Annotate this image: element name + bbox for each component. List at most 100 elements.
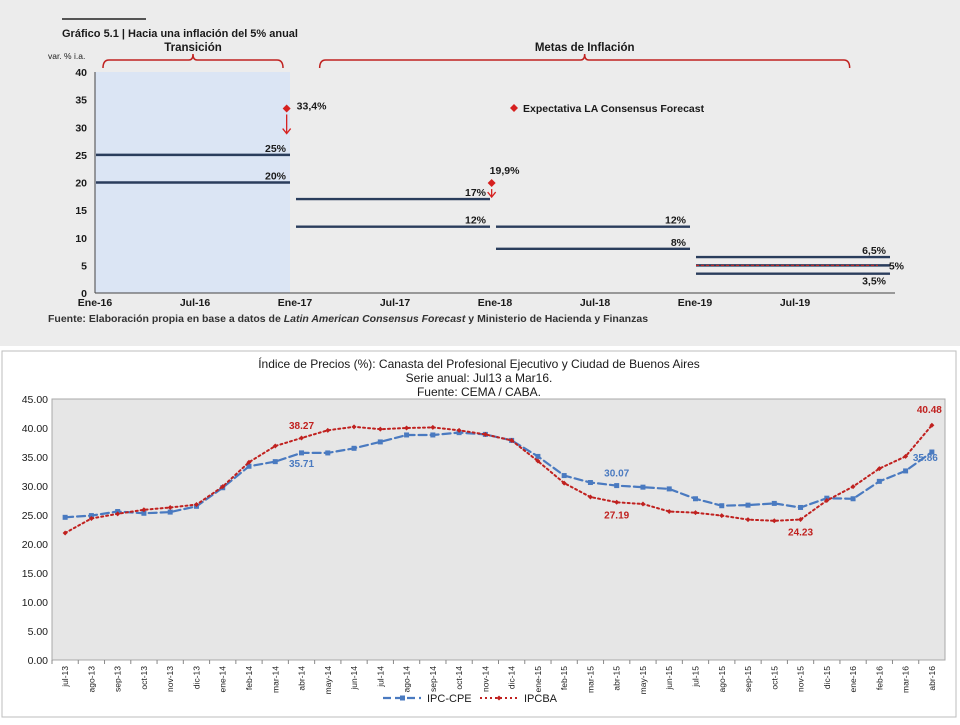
series-point-ipc-cpe	[272, 459, 278, 465]
series-point-ipcba	[325, 427, 331, 433]
series-data-label: 30.07	[604, 469, 629, 480]
period-label: Metas de Inflación	[535, 42, 635, 54]
series-point-ipcba	[351, 424, 357, 430]
series-point-ipcba	[167, 504, 173, 510]
series-point-ipc-cpe	[719, 503, 725, 509]
bottom-x-tick-label: ago-15	[717, 666, 727, 693]
inflation-targets-chart: Gráfico 5.1 | Hacia una inflación del 5%…	[48, 18, 905, 325]
bottom-x-tick-label: jul-14	[375, 666, 385, 688]
series-point-ipc-cpe	[587, 480, 593, 486]
top-y-tick-label: 35	[75, 95, 87, 107]
series-data-label: 27.19	[604, 510, 629, 521]
bottom-x-tick-label: feb-14	[244, 666, 254, 690]
bottom-x-tick-label: jul-15	[690, 666, 700, 688]
bottom-x-tick-label: dic-15	[822, 666, 832, 689]
series-point-ipcba	[482, 431, 488, 437]
series-point-ipc-cpe	[535, 453, 541, 459]
series-point-ipc-cpe	[141, 510, 147, 516]
target-line-label: 12%	[665, 215, 687, 227]
bottom-y-tick-label: 15.00	[22, 568, 48, 580]
series-point-ipcba	[903, 453, 909, 459]
series-point-ipc-cpe	[377, 439, 383, 445]
top-x-tick-label: Jul-18	[580, 297, 611, 309]
series-data-label: 24.23	[788, 527, 813, 538]
bottom-x-tick-label: oct-13	[139, 666, 149, 690]
series-point-ipcba	[193, 502, 199, 508]
bottom-x-tick-label: dic-14	[507, 666, 517, 689]
series-point-ipc-cpe	[62, 514, 68, 520]
bottom-x-tick-label: abr-15	[612, 666, 622, 691]
legend-expectation-label: Expectativa LA Consensus Forecast	[523, 103, 705, 115]
top-x-tick-label: Ene-18	[478, 297, 513, 309]
series-point-ipc-cpe	[404, 432, 410, 438]
series-point-ipc-cpe	[561, 473, 567, 479]
bottom-y-tick-label: 20.00	[22, 539, 48, 551]
series-point-ipc-cpe	[351, 445, 357, 451]
series-point-ipc-cpe	[692, 496, 698, 502]
series-point-ipcba	[509, 437, 515, 443]
top-y-tick-label: 25	[75, 150, 87, 162]
series-point-ipcba	[430, 424, 436, 430]
top-y-axis-label: var. % i.a.	[48, 51, 85, 61]
bottom-x-tick-label: nov-15	[796, 666, 806, 692]
series-point-ipc-cpe	[903, 468, 909, 474]
target-line-label: 8%	[671, 237, 687, 249]
series-point-ipcba	[614, 499, 620, 505]
series-point-ipc-cpe	[614, 483, 620, 489]
bottom-y-tick-label: 10.00	[22, 597, 48, 609]
bottom-y-tick-label: 5.00	[28, 626, 49, 638]
series-point-ipcba	[377, 426, 383, 432]
series-point-ipcba	[299, 435, 305, 441]
expectation-arrow-head	[487, 191, 497, 199]
bottom-x-tick-label: ene-16	[848, 666, 858, 693]
target-line-label: 6,5%	[862, 245, 887, 257]
bottom-y-tick-label: 30.00	[22, 481, 48, 493]
series-point-ipc-cpe	[798, 504, 804, 510]
target-line-label: 25%	[265, 143, 287, 155]
series-point-ipcba	[929, 422, 935, 428]
series-point-ipcba	[404, 425, 410, 431]
series-point-ipc-cpe	[430, 432, 436, 438]
top-source-note: Fuente: Elaboración propia en base a dat…	[48, 313, 648, 325]
series-point-ipcba	[88, 515, 94, 521]
top-x-tick-label: Jul-17	[380, 297, 411, 309]
bottom-x-tick-label: ene-14	[218, 666, 228, 693]
series-point-ipc-cpe	[299, 450, 305, 456]
top-x-tick-label: Ene-16	[78, 297, 113, 309]
series-point-ipcba	[587, 494, 593, 500]
top-x-tick-label: Ene-17	[278, 297, 313, 309]
top-x-tick-label: Jul-16	[180, 297, 211, 309]
target-line-label: 20%	[265, 171, 287, 183]
bottom-chart-source: Fuente: CEMA / CABA.	[417, 385, 541, 399]
period-bracket	[102, 53, 284, 69]
series-point-ipcba	[456, 427, 462, 433]
top-chart-title: Gráfico 5.1 | Hacia una inflación del 5%…	[62, 28, 298, 40]
target-line-label: 3,5%	[862, 276, 887, 288]
series-point-ipc-cpe	[929, 449, 935, 455]
series-point-ipc-cpe	[771, 500, 777, 506]
bottom-x-tick-label: sep-13	[113, 666, 123, 692]
price-index-chart: Índice de Precios (%): Canasta del Profe…	[1, 350, 957, 718]
target-line-label: 5%	[889, 260, 905, 272]
series-point-ipcba	[745, 517, 751, 523]
target-line-label: 12%	[465, 215, 487, 227]
series-point-ipcba	[666, 509, 672, 515]
series-point-ipcba	[141, 507, 147, 513]
series-point-ipcba	[220, 484, 226, 490]
top-y-tick-label: 20	[75, 178, 87, 190]
legend-ipcba-marker	[496, 695, 502, 701]
series-data-label: 40.48	[917, 405, 942, 416]
legend-ipcba-label: IPCBA	[524, 693, 558, 705]
bottom-x-tick-label: nov-14	[480, 666, 490, 692]
series-point-ipcba	[272, 443, 278, 449]
top-y-tick-label: 0	[81, 288, 87, 300]
bottom-chart-subtitle: Serie anual: Jul13 a Mar16.	[406, 371, 553, 385]
bottom-x-tick-label: nov-13	[165, 666, 175, 692]
series-data-label: 35.71	[289, 459, 314, 470]
series-point-ipcba	[719, 513, 725, 519]
bottom-chart-title: Índice de Precios (%): Canasta del Profe…	[258, 356, 700, 371]
bottom-x-tick-label: mar-14	[270, 666, 280, 693]
expectation-arrow-head	[282, 128, 292, 135]
expectation-label: 33,4%	[297, 100, 327, 112]
series-point-ipcba	[561, 480, 567, 486]
